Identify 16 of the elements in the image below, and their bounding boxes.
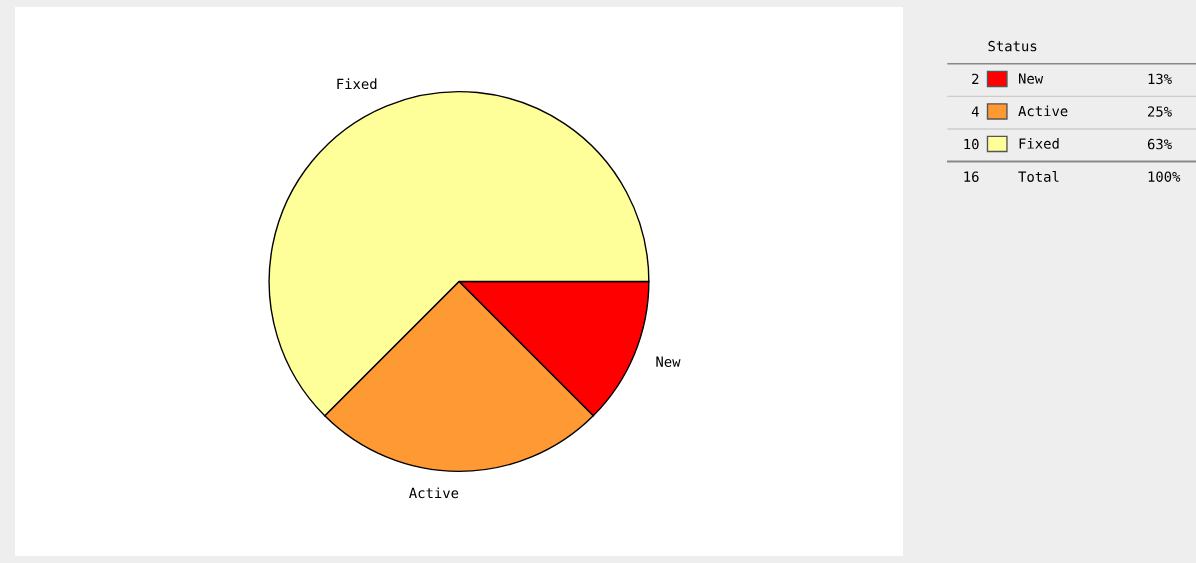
text: 16	[964, 171, 979, 182]
data-label: 13%	[1148, 73, 1172, 85]
slice-label: Fixed	[337, 78, 377, 90]
data-label: 25%	[1148, 106, 1172, 117]
text: 4	[971, 106, 979, 117]
data-label: 63%	[1147, 138, 1172, 150]
text: 10	[964, 138, 979, 150]
slice-label: New	[656, 356, 681, 367]
slice-label: Active	[409, 487, 459, 499]
legend-label: Fixed	[1019, 138, 1059, 149]
legend-title: Status	[988, 40, 1037, 52]
legend-label: Active	[1018, 105, 1068, 117]
text: 100%	[1148, 171, 1181, 182]
text: 2	[972, 73, 979, 84]
text: Total	[1018, 171, 1059, 182]
legend-label: New	[1019, 73, 1044, 84]
